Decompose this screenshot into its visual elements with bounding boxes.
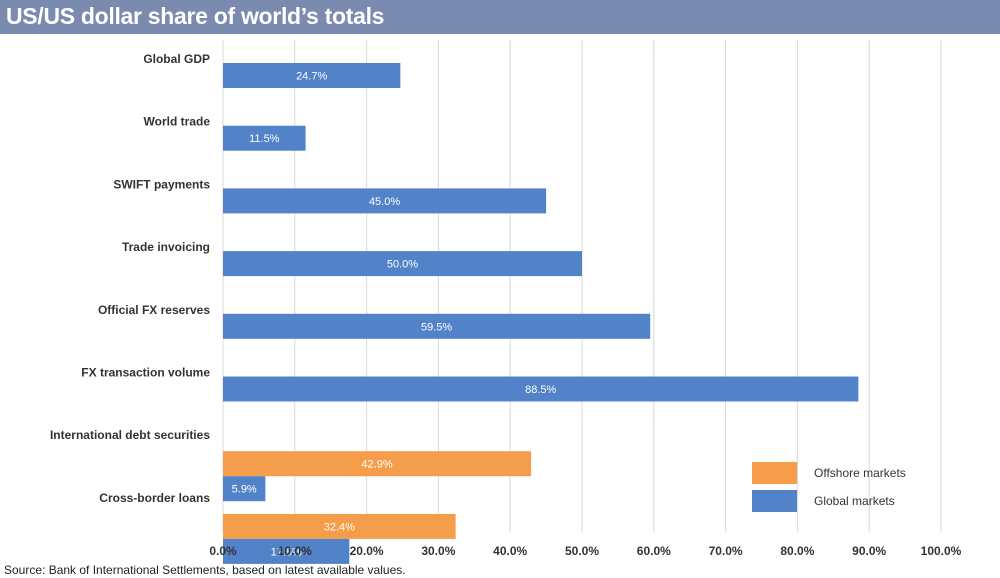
gridlines [222, 40, 942, 532]
category-label: SWIFT payments [113, 177, 210, 191]
bar-offshore [223, 513, 456, 539]
x-tick-label: 80.0% [780, 544, 814, 558]
bar-offshore [223, 451, 532, 477]
x-tick-label: 100.0% [921, 544, 962, 558]
category-label: International debt securities [50, 428, 210, 442]
legend-label: Global markets [814, 494, 895, 508]
bar-global [223, 313, 651, 339]
category-label: Official FX reserves [98, 303, 210, 317]
category-label: Cross-border loans [99, 491, 210, 505]
x-tick-label: 60.0% [637, 544, 671, 558]
bar-global [223, 63, 401, 88]
x-tick-label: 0.0% [209, 544, 237, 558]
x-tick-label: 30.0% [421, 544, 455, 558]
category-label: Global GDP [143, 52, 210, 66]
data-label-global: 24.7% [296, 71, 327, 83]
source-note: Source: Bank of International Settlement… [4, 563, 406, 577]
bar-global [223, 376, 859, 402]
bar-global [223, 125, 306, 151]
bar-global [223, 538, 350, 564]
bar-global [223, 476, 266, 502]
data-label-global: 11.5% [249, 133, 280, 145]
data-label-global: 17.6% [271, 546, 302, 558]
category-label: FX transaction volume [81, 366, 210, 380]
legend-swatch [752, 462, 797, 484]
data-label-global: 45.0% [369, 196, 400, 208]
data-label-offshore: 42.9% [361, 459, 392, 471]
bars: 24.7% 11.5% 45.0% 50.0% 59.5% 88.5% 42.9% 5.9% 3… [223, 63, 859, 564]
x-tick-label: 10.0% [278, 544, 312, 558]
chart-title: US/US dollar share of world’s totals [6, 3, 385, 29]
data-label-global: 59.5% [421, 321, 452, 333]
x-axis-ticks: 0.0% 10.0% 20.0% 30.0% 40.0% 50.0% 60.0% 70.0% 8… [209, 544, 961, 558]
category-label: World trade [144, 115, 211, 129]
x-tick-label: 90.0% [852, 544, 886, 558]
data-label-global: 5.9% [232, 484, 257, 496]
bar-global [223, 251, 582, 277]
category-label: Trade invoicing [122, 240, 210, 254]
data-label-global: 88.5% [525, 384, 556, 396]
legend: Offshore markets Global markets [752, 462, 906, 512]
legend-label: Offshore markets [814, 466, 906, 480]
data-label-global: 50.0% [387, 259, 418, 271]
category-labels: Global GDP World trade SWIFT payments Trade… [50, 52, 210, 505]
x-tick-label: 50.0% [565, 544, 599, 558]
data-label-offshore: 32.4% [324, 521, 355, 533]
title-bar: US/US dollar share of world’s totals [0, 0, 1000, 34]
bar-global [223, 188, 547, 214]
x-tick-label: 70.0% [709, 544, 743, 558]
x-tick-label: 40.0% [493, 544, 527, 558]
x-tick-label: 20.0% [350, 544, 384, 558]
legend-swatch [752, 490, 797, 512]
